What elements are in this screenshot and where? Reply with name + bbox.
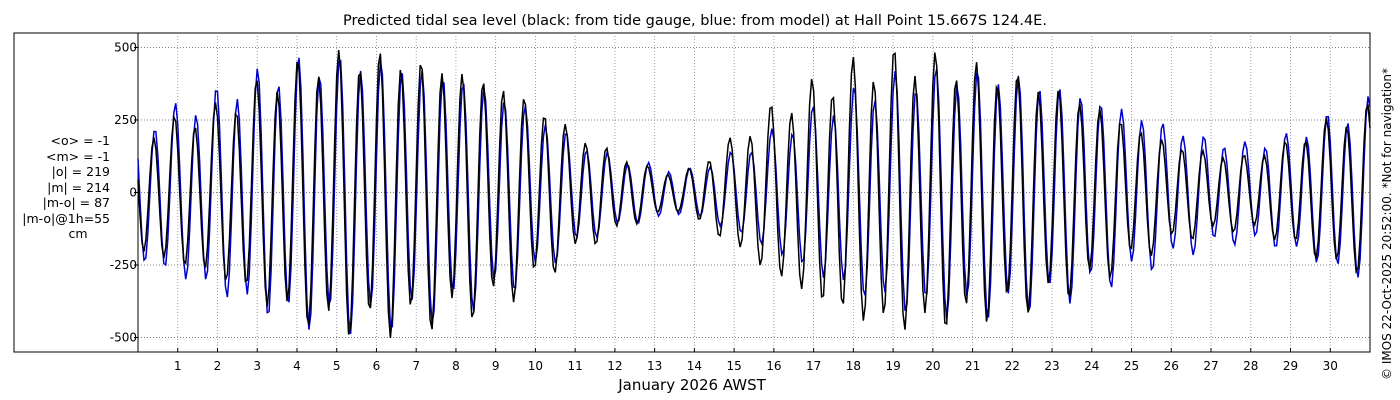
y-tick-label: 250 xyxy=(114,113,137,127)
x-tick-label: 1 xyxy=(174,359,182,373)
x-tick-label: 26 xyxy=(1164,359,1179,373)
x-tick-label: 20 xyxy=(925,359,940,373)
x-tick-label: 25 xyxy=(1124,359,1139,373)
y-tick-label: -500 xyxy=(110,331,137,345)
x-tick-label: 14 xyxy=(687,359,702,373)
x-tick-label: 16 xyxy=(766,359,781,373)
stat-abs-difference: |m-o| = 87 xyxy=(42,195,110,210)
copyright-notice: © IMOS 22-Oct-2025 20:52:00. *Not for na… xyxy=(1380,68,1394,380)
x-tick-label: 4 xyxy=(293,359,301,373)
y-tick-label: 500 xyxy=(114,41,137,55)
x-tick-label: 15 xyxy=(726,359,741,373)
x-tick-label: 6 xyxy=(373,359,381,373)
x-tick-label: 21 xyxy=(965,359,980,373)
series-line-model xyxy=(137,57,1371,334)
stat-mean-observed: <o> = -1 xyxy=(50,133,110,148)
x-tick-label: 28 xyxy=(1243,359,1258,373)
y-axis: 500 250 0 -250 -500 xyxy=(110,41,138,345)
series-line-tide-gauge xyxy=(137,50,1371,339)
x-tick-label: 9 xyxy=(492,359,500,373)
x-tick-label: 22 xyxy=(1005,359,1020,373)
x-tick-label: 27 xyxy=(1203,359,1218,373)
x-tick-label: 30 xyxy=(1323,359,1338,373)
stat-abs-difference-1h: |m-o|@1h=55 xyxy=(22,210,110,226)
stat-abs-model: |m| = 214 xyxy=(47,179,110,195)
x-tick-label: 11 xyxy=(568,359,583,373)
stat-units: cm xyxy=(68,226,88,241)
y-tick-label: 0 xyxy=(129,186,137,200)
x-tick-label: 19 xyxy=(885,359,900,373)
chart-title: Predicted tidal sea level (black: from t… xyxy=(343,13,1047,29)
stat-abs-observed: |o| = 219 xyxy=(51,164,110,179)
y-tick-label: -250 xyxy=(110,258,137,272)
x-tick-label: 7 xyxy=(412,359,420,373)
x-tick-label: 10 xyxy=(528,359,543,373)
x-tick-label: 12 xyxy=(607,359,622,373)
x-tick-label: 13 xyxy=(647,359,662,373)
x-tick-label: 2 xyxy=(214,359,222,373)
x-tick-label: 18 xyxy=(846,359,861,373)
x-tick-label: 3 xyxy=(253,359,261,373)
stat-mean-model: <m> = -1 xyxy=(45,148,110,164)
figure-frame xyxy=(13,32,1371,353)
x-tick-label: 29 xyxy=(1283,359,1298,373)
x-tick-label: 17 xyxy=(806,359,821,373)
x-tick-label: 23 xyxy=(1044,359,1059,373)
x-axis-label: January 2026 AWST xyxy=(617,376,766,394)
x-axis: 1 2 3 4 5 6 7 8 9 10 11 12 13 14 15 16 17 18 19 20 21 22 23 24 2… xyxy=(174,348,1338,373)
x-tick-label: 5 xyxy=(333,359,341,373)
x-tick-label: 8 xyxy=(452,359,460,373)
x-tick-label: 24 xyxy=(1084,359,1099,373)
statistics-panel: <o> = -1 <m> = -1 |o| = 219 |m| = 214 |m… xyxy=(6,133,110,242)
